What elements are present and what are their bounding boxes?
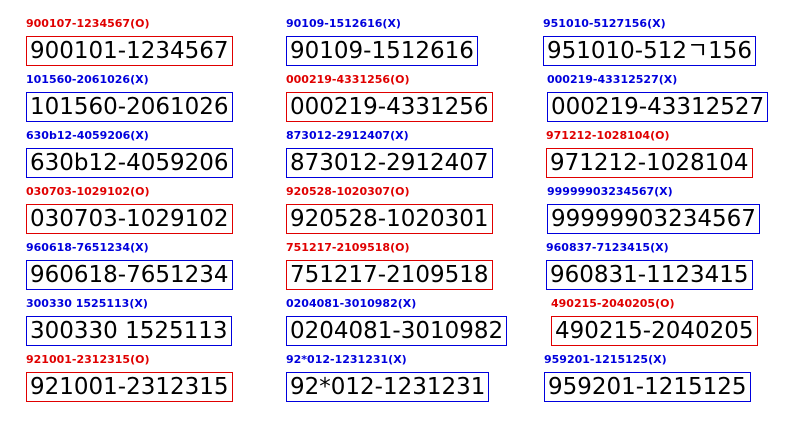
id-number-box: 300330 1525113 bbox=[26, 316, 232, 346]
id-number-box: 000219-43312527 bbox=[547, 92, 769, 122]
expected-caption: 92*012-1231231(X) bbox=[286, 353, 407, 366]
id-number-box: 960831-1123415 bbox=[546, 260, 753, 290]
expected-caption: 0204081-3010982(X) bbox=[286, 297, 417, 310]
id-number-box: 951010-512ㄱ156 bbox=[543, 36, 757, 66]
id-number-box: 99999903234567 bbox=[547, 204, 760, 234]
id-number-box: 920528-1020301 bbox=[286, 204, 493, 234]
expected-caption: 030703-1029102(O) bbox=[26, 185, 150, 198]
expected-caption: 90109-1512616(X) bbox=[286, 17, 401, 30]
id-number-box: 751217-2109518 bbox=[286, 260, 493, 290]
id-number-box: 490215-2040205 bbox=[551, 316, 758, 346]
id-number-box: 900101-1234567 bbox=[26, 36, 233, 66]
expected-caption: 490215-2040205(O) bbox=[551, 297, 675, 310]
id-number-box: 630b12-4059206 bbox=[26, 148, 233, 178]
expected-caption: 000219-4331256(O) bbox=[286, 73, 410, 86]
expected-caption: 751217-2109518(O) bbox=[286, 241, 410, 254]
expected-caption: 99999903234567(X) bbox=[547, 185, 673, 198]
id-number-box: 000219-4331256 bbox=[286, 92, 493, 122]
expected-caption: 000219-43312527(X) bbox=[547, 73, 678, 86]
expected-caption: 960618-7651234(X) bbox=[26, 241, 149, 254]
expected-caption: 959201-1215125(X) bbox=[544, 353, 667, 366]
id-number-box: 0204081-3010982 bbox=[286, 316, 508, 346]
id-number-box: 873012-2912407 bbox=[286, 148, 493, 178]
id-number-box: 92*012-1231231 bbox=[286, 372, 490, 402]
expected-caption: 101560-2061026(X) bbox=[26, 73, 149, 86]
expected-caption: 300330 1525113(X) bbox=[26, 297, 148, 310]
expected-caption: 960837-7123415(X) bbox=[546, 241, 669, 254]
expected-caption: 873012-2912407(X) bbox=[286, 129, 409, 142]
expected-caption: 920528-1020307(O) bbox=[286, 185, 410, 198]
expected-caption: 971212-1028104(O) bbox=[546, 129, 670, 142]
expected-caption: 921001-2312315(O) bbox=[26, 353, 150, 366]
id-number-box: 101560-2061026 bbox=[26, 92, 233, 122]
id-number-box: 030703-1029102 bbox=[26, 204, 233, 234]
id-number-box: 921001-2312315 bbox=[26, 372, 233, 402]
id-number-box: 960618-7651234 bbox=[26, 260, 233, 290]
id-number-box: 971212-1028104 bbox=[546, 148, 753, 178]
expected-caption: 900107-1234567(O) bbox=[26, 17, 150, 30]
expected-caption: 951010-5127156(X) bbox=[543, 17, 666, 30]
id-number-box: 959201-1215125 bbox=[544, 372, 751, 402]
expected-caption: 630b12-4059206(X) bbox=[26, 129, 149, 142]
id-number-box: 90109-1512616 bbox=[286, 36, 478, 66]
